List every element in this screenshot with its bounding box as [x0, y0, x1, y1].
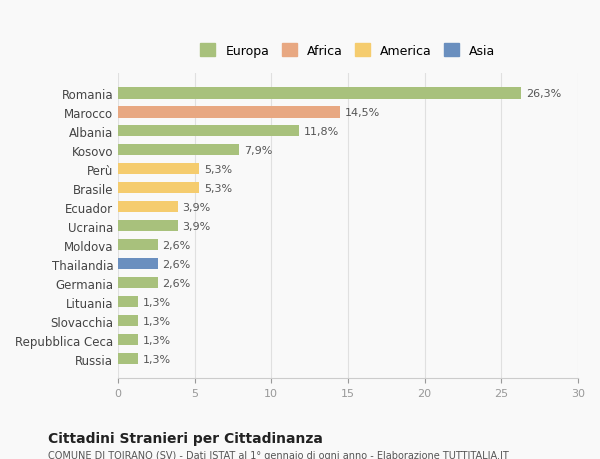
Bar: [118, 258, 158, 270]
Bar: [118, 221, 178, 232]
Text: 1,3%: 1,3%: [143, 335, 170, 345]
Legend: Europa, Africa, America, Asia: Europa, Africa, America, Asia: [200, 44, 496, 57]
Text: COMUNE DI TOIRANO (SV) - Dati ISTAT al 1° gennaio di ogni anno - Elaborazione TU: COMUNE DI TOIRANO (SV) - Dati ISTAT al 1…: [48, 450, 509, 459]
Text: 7,9%: 7,9%: [244, 146, 272, 156]
Bar: [118, 183, 199, 194]
Bar: [118, 126, 299, 137]
Text: 5,3%: 5,3%: [204, 184, 232, 193]
Bar: [118, 88, 521, 99]
Text: 5,3%: 5,3%: [204, 164, 232, 174]
Text: 14,5%: 14,5%: [345, 107, 380, 118]
Text: 1,3%: 1,3%: [143, 316, 170, 326]
Text: 11,8%: 11,8%: [304, 127, 339, 136]
Text: 2,6%: 2,6%: [163, 240, 191, 250]
Text: 1,3%: 1,3%: [143, 354, 170, 364]
Text: 2,6%: 2,6%: [163, 278, 191, 288]
Bar: [118, 240, 158, 251]
Bar: [118, 164, 199, 175]
Text: 2,6%: 2,6%: [163, 259, 191, 269]
Bar: [118, 315, 138, 327]
Bar: [118, 353, 138, 364]
Text: 3,9%: 3,9%: [182, 221, 211, 231]
Text: 1,3%: 1,3%: [143, 297, 170, 307]
Text: 26,3%: 26,3%: [526, 89, 561, 99]
Bar: [118, 107, 340, 118]
Text: Cittadini Stranieri per Cittadinanza: Cittadini Stranieri per Cittadinanza: [48, 431, 323, 445]
Bar: [118, 202, 178, 213]
Bar: [118, 297, 138, 308]
Text: 3,9%: 3,9%: [182, 202, 211, 213]
Bar: [118, 277, 158, 289]
Bar: [118, 145, 239, 156]
Bar: [118, 334, 138, 346]
